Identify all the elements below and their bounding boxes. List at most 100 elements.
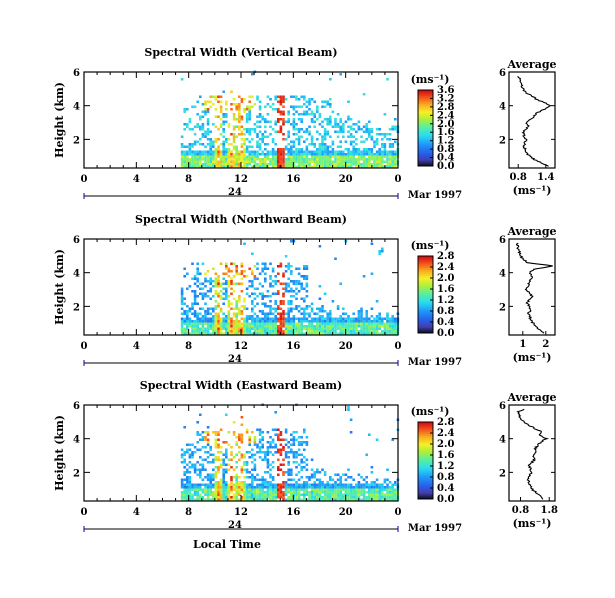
heatmap-cell bbox=[368, 488, 371, 491]
heatmap-cell bbox=[245, 160, 249, 163]
heatmap-cell bbox=[388, 330, 392, 333]
heatmap-cell bbox=[277, 433, 280, 436]
heatmap-cell bbox=[222, 292, 225, 295]
average-title: Average bbox=[506, 225, 556, 238]
heatmap-cell bbox=[373, 327, 376, 330]
heatmap-cell bbox=[214, 158, 218, 161]
heatmap-cell bbox=[256, 493, 259, 496]
heatmap-cell bbox=[266, 165, 270, 168]
heatmap-cell bbox=[204, 145, 207, 148]
colorbar-segment bbox=[418, 122, 433, 125]
heatmap-cell bbox=[279, 300, 283, 303]
heatmap-cell bbox=[238, 163, 241, 166]
heatmap-cell bbox=[274, 130, 277, 133]
heatmap-cell bbox=[217, 486, 220, 489]
heatmap-cell bbox=[282, 158, 285, 161]
heatmap-cell bbox=[269, 443, 272, 446]
heatmap-cell bbox=[269, 310, 272, 313]
heatmap-cell bbox=[214, 148, 218, 151]
heatmap-cell bbox=[251, 292, 254, 295]
heatmap-cell bbox=[290, 486, 293, 489]
heatmap-cell bbox=[186, 451, 189, 454]
heatmap-cell bbox=[303, 332, 306, 335]
heatmap-cell bbox=[297, 267, 301, 270]
heatmap-cell bbox=[318, 330, 322, 333]
heatmap-cell bbox=[212, 155, 215, 158]
heatmap-cell bbox=[321, 150, 324, 153]
heatmap-cell bbox=[360, 488, 363, 491]
heatmap-cell bbox=[282, 295, 285, 298]
heatmap-cell bbox=[290, 332, 293, 335]
heatmap-cell bbox=[251, 486, 254, 489]
heatmap-cell bbox=[279, 488, 283, 491]
heatmap-cell bbox=[357, 148, 361, 151]
heatmap-cell bbox=[290, 153, 293, 156]
heatmap-cell bbox=[383, 317, 387, 320]
heatmap-cell bbox=[204, 332, 207, 335]
heatmap-cell bbox=[225, 138, 228, 141]
heatmap-cell bbox=[355, 332, 358, 335]
heatmap-cell bbox=[183, 160, 186, 163]
heatmap-cell bbox=[180, 135, 184, 138]
heatmap-cell bbox=[394, 498, 397, 501]
heatmap-cell bbox=[188, 153, 192, 156]
heatmap-cell bbox=[279, 327, 283, 330]
heatmap-cell bbox=[347, 325, 350, 328]
heatmap-cell bbox=[339, 315, 342, 318]
heatmap-cell bbox=[214, 481, 218, 484]
average-title: Average bbox=[506, 391, 556, 404]
heatmap-cell bbox=[186, 160, 189, 163]
heatmap-cell bbox=[303, 277, 306, 280]
heatmap-cell bbox=[347, 118, 350, 121]
heatmap-cell bbox=[253, 443, 257, 446]
heatmap-cell bbox=[214, 277, 218, 280]
heatmap-cell bbox=[214, 272, 218, 275]
heatmap-cell bbox=[219, 446, 223, 449]
heatmap-cell bbox=[342, 158, 345, 161]
heatmap-cell bbox=[344, 160, 348, 163]
heatmap-cell bbox=[201, 317, 205, 320]
heatmap-cell bbox=[199, 115, 202, 118]
heatmap-cell bbox=[264, 451, 267, 454]
heatmap-cell bbox=[196, 483, 199, 486]
heatmap-cell bbox=[261, 285, 264, 288]
heatmap-cell bbox=[326, 491, 329, 494]
heatmap-cell bbox=[305, 155, 309, 158]
heatmap-cell bbox=[191, 488, 194, 491]
heatmap-cell bbox=[245, 120, 249, 123]
heatmap-cell bbox=[230, 287, 233, 290]
heatmap-cell bbox=[196, 332, 199, 335]
heatmap-cell bbox=[357, 155, 361, 158]
heatmap-cell bbox=[251, 280, 254, 283]
heatmap-cell bbox=[264, 312, 267, 315]
colorbar-segment bbox=[418, 271, 433, 274]
heatmap-cell bbox=[284, 265, 288, 268]
heatmap-cell bbox=[251, 496, 254, 499]
heatmap-cell bbox=[225, 297, 228, 300]
heatmap-cell bbox=[225, 493, 228, 496]
heatmap-cell bbox=[271, 158, 275, 161]
heatmap-cell bbox=[188, 456, 192, 459]
heatmap-cell bbox=[225, 327, 228, 330]
heatmap-cell bbox=[196, 488, 199, 491]
heatmap-cell bbox=[219, 262, 223, 265]
heatmap-cell bbox=[219, 297, 223, 300]
heatmap-cell bbox=[277, 110, 280, 113]
heatmap-cell bbox=[331, 327, 335, 330]
heatmap-cell bbox=[266, 150, 270, 153]
heatmap-cell bbox=[256, 153, 259, 156]
heatmap-cell bbox=[261, 320, 264, 323]
heatmap-cell bbox=[334, 491, 337, 494]
colorbar-segment bbox=[418, 302, 433, 305]
heatmap-cell bbox=[339, 120, 342, 123]
heatmap-cell bbox=[183, 466, 186, 469]
date-label: Mar 1997 bbox=[408, 357, 462, 368]
heatmap-cell bbox=[227, 310, 231, 313]
heatmap-cell bbox=[238, 332, 241, 335]
heatmap-cell bbox=[269, 481, 272, 484]
heatmap-cell bbox=[266, 135, 270, 138]
heatmap-cell bbox=[352, 491, 355, 494]
heatmap-cell bbox=[214, 433, 218, 436]
heatmap-cell bbox=[209, 446, 212, 449]
y-tick-label: 4 bbox=[73, 269, 80, 280]
